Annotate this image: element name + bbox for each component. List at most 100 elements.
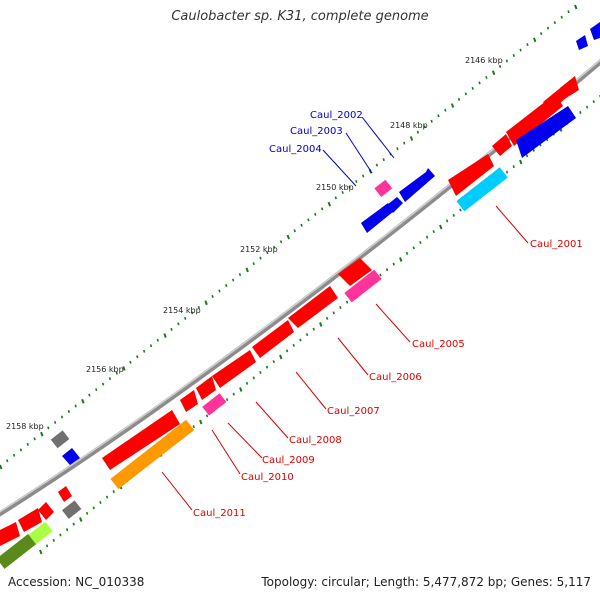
gene-label-caul-2005: Caul_2005 — [412, 339, 465, 350]
minor-tick — [129, 360, 132, 364]
minor-tick — [320, 207, 324, 211]
minor-tick — [259, 256, 262, 260]
gene-caul-2006 — [288, 286, 338, 328]
minor-tick — [33, 437, 36, 441]
gene-olive — [0, 533, 37, 569]
minor-tick — [540, 32, 543, 36]
minor-tick — [170, 327, 173, 331]
minor-tick — [444, 108, 447, 112]
minor-tick — [430, 119, 433, 123]
minor-tick — [459, 208, 462, 212]
gene-label-caul-2008: Caul_2008 — [289, 435, 342, 446]
major-tick — [439, 224, 443, 230]
gene-caul-2008 — [202, 393, 227, 416]
minor-tick — [312, 327, 315, 331]
minor-tick — [252, 262, 255, 266]
minor-tick — [299, 338, 302, 342]
gene-label-caul-2009: Caul_2009 — [262, 455, 315, 466]
minor-tick — [478, 81, 481, 85]
inner-tick-dots — [39, 95, 600, 555]
outer-tick-dots — [0, 4, 578, 470]
gene-forward — [506, 94, 563, 146]
minor-tick — [385, 268, 389, 272]
gene-label-caul-2001: Caul_2001 — [530, 239, 583, 250]
major-tick — [532, 37, 537, 43]
leader-caul-2004 — [322, 149, 357, 187]
minor-tick — [272, 360, 275, 364]
minor-tick — [101, 382, 105, 386]
major-tick — [39, 549, 43, 555]
minor-tick — [423, 125, 426, 129]
minor-tick — [156, 338, 160, 342]
minor-tick — [47, 426, 50, 430]
gene-reverse-arrow — [590, 22, 600, 40]
minor-tick — [190, 311, 194, 315]
minor-tick — [379, 273, 382, 277]
minor-tick — [512, 54, 515, 58]
minor-tick — [525, 154, 529, 158]
minor-tick — [339, 306, 342, 309]
minor-tick — [485, 75, 488, 79]
minor-tick — [457, 97, 461, 101]
minor-tick — [60, 415, 64, 419]
gene-forward — [18, 508, 42, 532]
minor-tick — [452, 213, 455, 217]
minor-tick — [362, 174, 365, 178]
minor-tick — [305, 333, 309, 337]
minor-tick — [177, 322, 180, 326]
minor-tick — [65, 528, 69, 532]
minor-tick — [279, 240, 283, 244]
minor-tick — [416, 130, 420, 134]
minor-tick — [192, 425, 195, 429]
tick-label-2156: 2156 kbp — [86, 365, 124, 374]
leader-caul-2001 — [495, 205, 529, 244]
minor-tick — [238, 273, 242, 277]
map-title: Caulobacter sp. K31, complete genome — [171, 9, 429, 24]
gene-forward — [448, 154, 494, 196]
minor-tick — [325, 316, 329, 320]
minor-tick — [136, 355, 139, 359]
genome-backbone — [0, 58, 600, 517]
leader-lines — [161, 116, 529, 511]
gene-forward-arrow — [560, 76, 579, 98]
leader-caul-2006 — [337, 337, 369, 376]
leader-caul-2002 — [361, 116, 395, 159]
tick-label-2146: 2146 kbp — [465, 56, 503, 65]
gene-caul-2009 — [102, 410, 180, 470]
major-tick — [0, 464, 3, 470]
minor-tick — [112, 490, 115, 494]
major-tick — [399, 257, 403, 262]
minor-tick — [512, 165, 515, 169]
gene-forward — [196, 376, 216, 400]
minor-tick — [293, 229, 296, 233]
minor-tick — [53, 420, 57, 424]
major-tick — [279, 354, 283, 360]
minor-tick — [526, 43, 529, 47]
major-tick — [491, 70, 496, 76]
minor-tick — [382, 158, 385, 162]
minor-tick — [498, 64, 502, 68]
minor-tick — [45, 544, 49, 548]
minor-tick — [67, 409, 71, 413]
minor-tick — [355, 179, 358, 183]
minor-tick — [348, 185, 351, 189]
minor-tick — [218, 289, 221, 293]
minor-tick — [445, 219, 449, 223]
minor-tick — [6, 459, 9, 463]
minor-tick — [142, 349, 146, 353]
minor-tick — [88, 393, 91, 397]
gene-forward — [338, 258, 372, 286]
minor-tick — [115, 371, 118, 375]
gene-label-caul-2006: Caul_2006 — [369, 372, 422, 383]
major-tick — [319, 322, 323, 327]
minor-tick — [205, 414, 209, 418]
minor-tick — [245, 381, 249, 385]
gene-caul-2002 — [399, 168, 435, 202]
leader-caul-2008 — [255, 401, 289, 439]
minor-tick — [314, 212, 317, 216]
leader-caul-2009 — [227, 422, 263, 459]
gene-caul-2004 — [361, 203, 394, 233]
minor-tick — [405, 251, 409, 255]
major-tick — [122, 366, 126, 371]
